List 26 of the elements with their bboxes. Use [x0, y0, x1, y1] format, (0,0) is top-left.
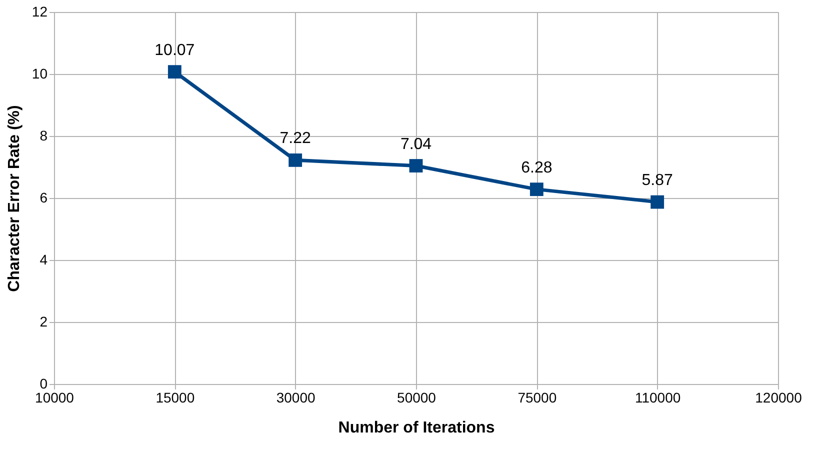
point — [650, 195, 664, 209]
x-tick-label: 10000 — [35, 390, 74, 406]
data-label: 7.22 — [280, 130, 312, 148]
y-tick-label: 0 — [40, 376, 48, 392]
y-tick-label: 4 — [40, 252, 48, 268]
y-tick-label: 12 — [32, 4, 48, 20]
point — [288, 153, 302, 167]
y-axis-title: Character Error Rate (%) — [6, 105, 23, 292]
point — [530, 182, 544, 196]
data-label: 6.28 — [521, 159, 552, 176]
data-label: 5.87 — [642, 172, 674, 190]
y-tick-label: 8 — [40, 128, 48, 144]
y-tick-label: 6 — [40, 190, 48, 206]
y-tick-label: 2 — [40, 314, 48, 330]
point — [168, 65, 182, 79]
x-tick-label: 75000 — [518, 390, 557, 406]
x-tick-label: 120000 — [755, 390, 802, 406]
y-tick-label: 10 — [32, 66, 48, 82]
point — [409, 159, 423, 172]
x-tick-label: 110000 — [634, 390, 681, 406]
data-label: 10.07 — [154, 42, 195, 59]
data-label: 7.04 — [400, 136, 432, 153]
x-tick-label: 15000 — [156, 390, 195, 406]
x-tick-label: 30000 — [276, 390, 316, 406]
x-tick-label: 50000 — [397, 390, 436, 406]
x-axis-title: Number of Iterations — [338, 420, 495, 436]
